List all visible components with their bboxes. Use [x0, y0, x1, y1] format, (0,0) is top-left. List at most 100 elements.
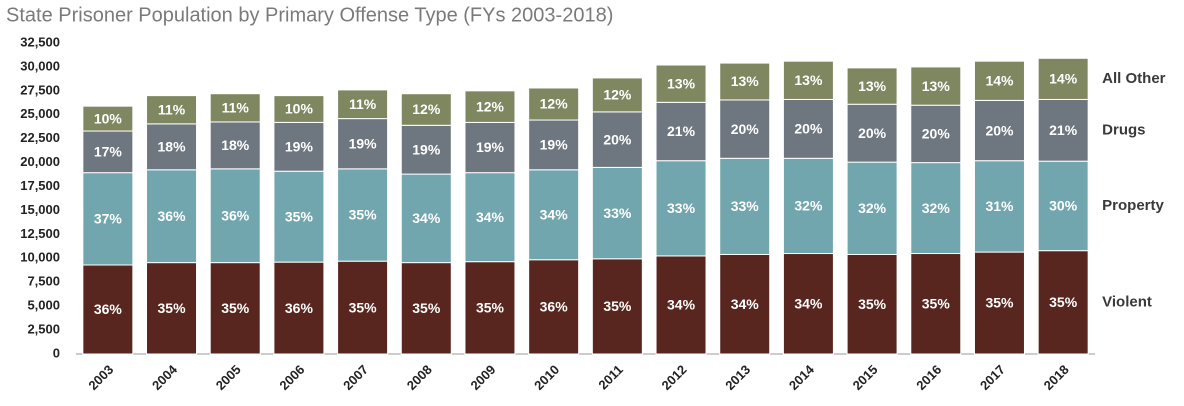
bar-segment: [337, 168, 389, 262]
bar-segment: [400, 173, 452, 264]
bar-segment: [146, 123, 198, 171]
y-tick-label: 7,500: [27, 274, 60, 289]
data-label: 34%: [667, 297, 696, 313]
bar-segment: [400, 93, 452, 126]
data-label: 13%: [794, 72, 823, 88]
data-label: 20%: [922, 126, 951, 142]
data-label: 35%: [476, 300, 505, 316]
x-tick-label: 2005: [213, 362, 244, 393]
bar-segment: [591, 111, 643, 168]
data-label: 36%: [158, 208, 187, 224]
chart-title: State Prisoner Population by Primary Off…: [6, 4, 613, 26]
data-label: 34%: [540, 206, 569, 222]
x-tick-label: 2008: [404, 362, 435, 393]
bar-segment: [400, 262, 452, 355]
x-tick-label: 2013: [722, 362, 753, 393]
data-label: 34%: [731, 296, 760, 312]
bar-segment: [464, 121, 516, 174]
data-label: 34%: [476, 209, 505, 225]
data-label: 12%: [412, 101, 441, 117]
legend-label: Drugs: [1102, 121, 1145, 138]
data-label: 12%: [476, 98, 505, 114]
data-label: 21%: [667, 123, 696, 139]
data-label: 13%: [731, 73, 760, 89]
bar-segment: [591, 77, 643, 113]
data-label: 13%: [858, 78, 887, 94]
bar-segment: [910, 162, 962, 255]
bar-segment: [846, 253, 898, 355]
bar-segment: [82, 105, 134, 132]
data-label: 18%: [221, 137, 250, 153]
data-label: 19%: [285, 139, 314, 155]
data-label: 20%: [603, 131, 632, 147]
y-tick-label: 32,500: [20, 34, 60, 49]
data-label: 13%: [667, 75, 696, 91]
x-tick-label: 2004: [149, 361, 181, 393]
bar-segment: [782, 60, 834, 100]
data-label: 12%: [540, 96, 569, 112]
data-label: 12%: [603, 87, 632, 103]
data-label: 14%: [1049, 71, 1078, 87]
data-label: 33%: [667, 200, 696, 216]
data-label: 35%: [858, 296, 887, 312]
data-label: 11%: [349, 96, 377, 112]
bar-segment: [719, 157, 771, 255]
bar-segment: [337, 260, 389, 355]
data-label: 14%: [985, 73, 1014, 89]
bar-segment: [973, 60, 1025, 101]
bar-segment: [782, 157, 834, 255]
bar-segment: [846, 103, 898, 163]
y-tick-label: 27,500: [20, 82, 60, 97]
data-label: 13%: [922, 78, 951, 94]
data-label: 34%: [794, 295, 823, 311]
data-label: 35%: [1049, 294, 1078, 310]
bar-segment: [719, 253, 771, 355]
data-label: 19%: [349, 135, 378, 151]
x-tick-label: 2007: [340, 362, 371, 393]
bar-segment: [146, 95, 198, 125]
data-label: 18%: [158, 139, 187, 155]
data-label: 10%: [285, 101, 314, 117]
data-label: 19%: [540, 137, 569, 153]
data-label: 35%: [349, 207, 378, 223]
bar-segment: [337, 89, 389, 120]
bar-segment: [209, 262, 261, 355]
bar-segment: [1037, 160, 1089, 252]
data-label: 34%: [412, 210, 441, 226]
data-label: 36%: [540, 299, 569, 315]
data-label: 32%: [922, 200, 951, 216]
bar-segment: [464, 90, 516, 123]
bar-segment: [82, 264, 134, 355]
y-tick-label: 22,500: [20, 130, 60, 145]
data-label: 36%: [285, 300, 314, 316]
legend-label: All Other: [1102, 70, 1166, 87]
bar-segment: [910, 104, 962, 164]
bar-segment: [1037, 250, 1089, 355]
x-tick-label: 2015: [850, 362, 881, 393]
data-label: 33%: [603, 205, 632, 221]
data-label: 35%: [603, 298, 632, 314]
data-label: 35%: [158, 300, 187, 316]
bar-segment: [782, 98, 834, 159]
data-label: 30%: [1049, 198, 1078, 214]
bar-segment: [146, 262, 198, 355]
data-label: 35%: [985, 295, 1014, 311]
x-tick-label: 2012: [659, 362, 690, 393]
data-label: 32%: [794, 198, 823, 214]
data-label: 19%: [412, 141, 441, 157]
y-tick-label: 10,000: [20, 250, 60, 265]
data-label: 20%: [794, 121, 823, 137]
data-label: 35%: [922, 295, 951, 311]
bar-segment: [528, 169, 580, 261]
x-tick-label: 2006: [276, 362, 307, 393]
bar-segment: [846, 161, 898, 255]
y-tick-label: 12,500: [20, 226, 60, 241]
bar-segment: [273, 261, 325, 355]
data-label: 17%: [94, 144, 123, 160]
data-label: 20%: [731, 121, 760, 137]
bar-segment: [973, 160, 1025, 253]
x-tick-label: 2003: [85, 362, 116, 393]
data-label: 35%: [349, 299, 378, 315]
x-tick-label: 2009: [467, 362, 498, 393]
